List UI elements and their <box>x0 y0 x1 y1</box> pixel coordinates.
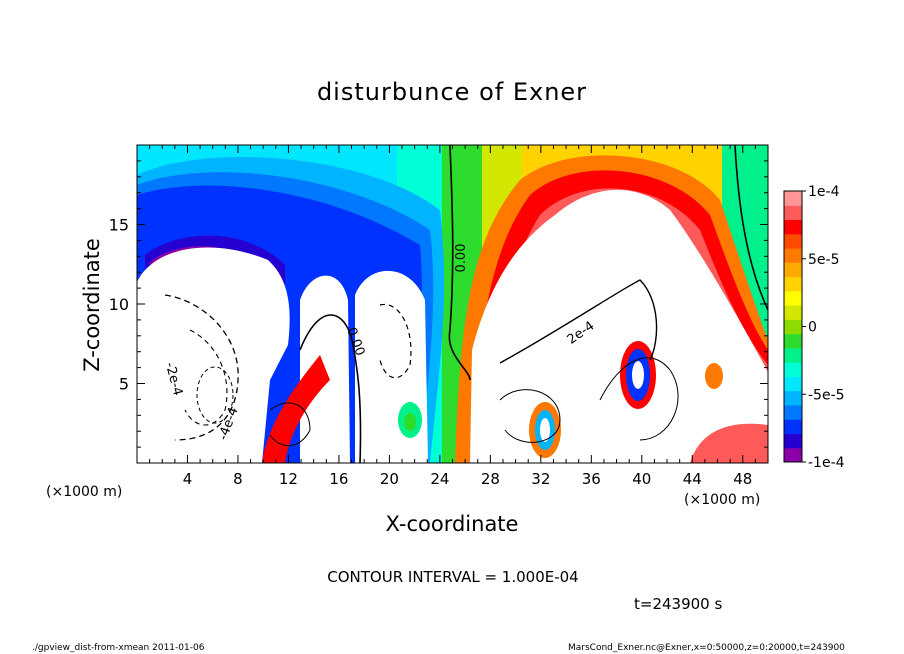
x-axis: 4 8 12 16 20 24 28 32 36 40 44 48 <box>149 145 756 488</box>
colorbar: 1e-4 5e-5 0 -5e-5 -1e-4 <box>783 184 845 471</box>
chart-title: disturbunce of Exner <box>316 78 588 106</box>
colorbar-swatch <box>784 233 802 249</box>
y-axis: 5 10 15 <box>109 160 768 448</box>
colorbar-swatch <box>784 404 802 420</box>
zero-contour-1 <box>448 145 471 381</box>
colorbar-tick-label: -1e-4 <box>808 455 845 471</box>
colorbar-swatch <box>784 248 802 263</box>
zero-contour-3 <box>734 145 768 311</box>
colorbar-swatch <box>784 362 802 377</box>
colorbar-swatch <box>784 333 802 349</box>
contour-lines <box>164 145 768 463</box>
colorbar-tick-label: 5e-5 <box>808 252 839 268</box>
colorbar-swatch <box>784 276 802 292</box>
colorbar-tick-label: -5e-5 <box>808 387 845 403</box>
footer-left: ./gpview_dist-from-xmean 2011-01-06 <box>32 643 205 653</box>
x-unit-label-right: (×1000 m) <box>684 492 761 508</box>
positive-contour-4 <box>269 402 311 447</box>
colorbar-swatch <box>784 305 802 320</box>
x-tick-label: 8 <box>233 470 243 488</box>
colorbar-swatch <box>784 191 802 206</box>
x-axis-label: X-coordinate <box>385 512 519 536</box>
x-tick-label: 12 <box>279 470 298 488</box>
x-tick-label: 4 <box>183 470 193 488</box>
colorbar-swatch <box>784 290 802 306</box>
x-tick-label: 40 <box>632 470 651 488</box>
colorbar-swatch <box>784 219 802 235</box>
negative-contour-4 <box>379 303 412 379</box>
y-tick-label: 10 <box>109 295 129 314</box>
negative-contour-3 <box>196 366 234 424</box>
x-tick-label: 36 <box>582 470 601 488</box>
zero-contour-2 <box>299 314 362 463</box>
contour-label: 0.00 <box>454 244 469 273</box>
y-axis-label: Z-coordinate <box>80 238 104 372</box>
x-tick-label: 48 <box>733 470 752 488</box>
footer-right: MarsCond_Exner.nc@Exner,x=0:50000,z=0:20… <box>568 643 845 653</box>
x-tick-label: 20 <box>380 470 399 488</box>
colorbar-swatch <box>784 419 802 434</box>
colorbar-tick-label: 1e-4 <box>808 184 840 200</box>
colorbar-swatch <box>784 205 802 221</box>
contour-interval-text: CONTOUR INTERVAL = 1.000E-04 <box>327 568 579 586</box>
positive-contour-2 <box>499 389 561 443</box>
x-tick-label: 16 <box>329 470 348 488</box>
x-unit-label-left: (×1000 m) <box>46 484 123 500</box>
colorbar-swatch <box>784 376 802 392</box>
colorbar-swatch <box>784 447 802 463</box>
x-tick-label: 44 <box>683 470 702 488</box>
y-tick-label: 15 <box>109 216 129 235</box>
positive-contour-3 <box>599 357 679 441</box>
positive-contour-1 <box>499 279 658 364</box>
colorbar-swatch <box>784 347 802 363</box>
colorbar-swatch <box>784 433 802 449</box>
colorbar-swatch <box>784 390 802 406</box>
colorbar-swatch <box>784 262 802 278</box>
time-label: t=243900 s <box>634 595 723 613</box>
x-tick-label: 28 <box>481 470 500 488</box>
negative-contour-1 <box>164 294 239 441</box>
x-tick-label: 32 <box>531 470 550 488</box>
colorbar-swatch <box>784 319 802 335</box>
x-tick-label: 24 <box>430 470 449 488</box>
y-tick-label: 5 <box>119 375 129 394</box>
shaded-field <box>137 145 768 463</box>
colorbar-tick-label: 0 <box>808 320 817 336</box>
negative-contour-2 <box>184 329 228 426</box>
